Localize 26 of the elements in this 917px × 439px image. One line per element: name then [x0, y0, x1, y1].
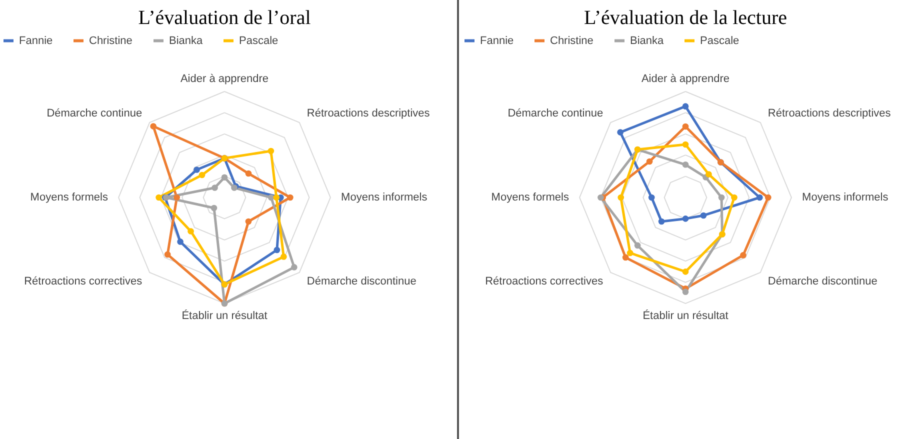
spoke-label: Moyens informels: [341, 192, 428, 204]
legend-label: Fannie: [480, 34, 514, 47]
spoke-label: Établir un résultat: [182, 309, 268, 322]
legend-label: Pascale: [700, 34, 740, 47]
legend-label: Bianka: [169, 34, 204, 47]
spoke-label: Aider à apprendre: [180, 72, 269, 85]
spoke-label: Démarche continue: [46, 108, 142, 120]
spoke-label: Moyens informels: [802, 192, 889, 204]
legend-label: Fannie: [19, 34, 53, 47]
spoke-label: Moyens formels: [491, 192, 570, 204]
spoke-label: Démarche continue: [508, 108, 604, 120]
legend-label: Pascale: [239, 34, 278, 47]
chart-title: L’évaluation de l’oral: [138, 7, 312, 29]
spoke-label: Démarche discontinue: [306, 275, 416, 288]
legend-label: Christine: [89, 34, 132, 47]
legend-label: Bianka: [630, 34, 665, 47]
spoke-label: Établir un résultat: [642, 309, 728, 322]
spoke-label: Rétroactions descriptives: [768, 108, 892, 120]
spoke-label: Démarche discontinue: [768, 275, 878, 288]
spoke-label: Rétroactions correctives: [24, 275, 143, 288]
legend-label: Christine: [550, 34, 594, 47]
spoke-label: Aider à apprendre: [641, 72, 730, 85]
spoke-label: Rétroactions descriptives: [306, 108, 430, 120]
spoke-label: Moyens formels: [30, 192, 108, 204]
spoke-label: Rétroactions correctives: [485, 275, 604, 288]
chart-title: L’évaluation de la lecture: [584, 7, 788, 29]
